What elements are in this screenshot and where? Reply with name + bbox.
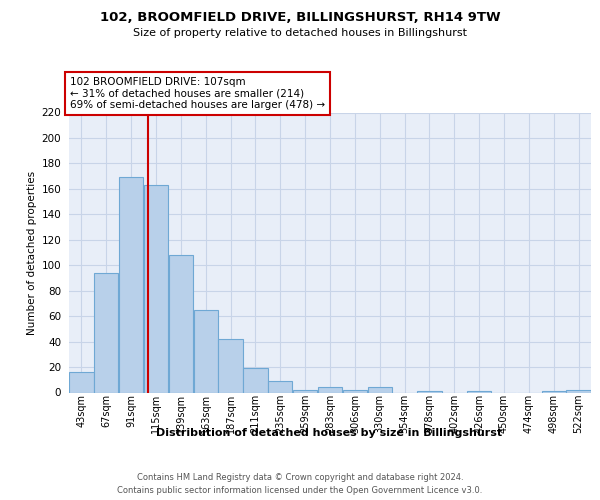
- Bar: [542, 391, 566, 392]
- Y-axis label: Number of detached properties: Number of detached properties: [28, 170, 37, 334]
- Text: Distribution of detached houses by size in Billingshurst: Distribution of detached houses by size …: [156, 428, 502, 438]
- Bar: [69, 372, 94, 392]
- Text: 102, BROOMFIELD DRIVE, BILLINGSHURST, RH14 9TW: 102, BROOMFIELD DRIVE, BILLINGSHURST, RH…: [100, 11, 500, 24]
- Text: Contains HM Land Registry data © Crown copyright and database right 2024.
Contai: Contains HM Land Registry data © Crown c…: [118, 474, 482, 495]
- Bar: [566, 390, 591, 392]
- Bar: [144, 185, 168, 392]
- Text: 102 BROOMFIELD DRIVE: 107sqm
← 31% of detached houses are smaller (214)
69% of s: 102 BROOMFIELD DRIVE: 107sqm ← 31% of de…: [70, 77, 325, 110]
- Bar: [268, 381, 292, 392]
- Bar: [243, 368, 268, 392]
- Bar: [293, 390, 317, 392]
- Bar: [169, 255, 193, 392]
- Bar: [343, 390, 367, 392]
- Bar: [467, 391, 491, 392]
- Text: Size of property relative to detached houses in Billingshurst: Size of property relative to detached ho…: [133, 28, 467, 38]
- Bar: [368, 388, 392, 392]
- Bar: [318, 388, 342, 392]
- Bar: [218, 339, 243, 392]
- Bar: [194, 310, 218, 392]
- Bar: [417, 391, 442, 392]
- Bar: [119, 178, 143, 392]
- Bar: [94, 273, 118, 392]
